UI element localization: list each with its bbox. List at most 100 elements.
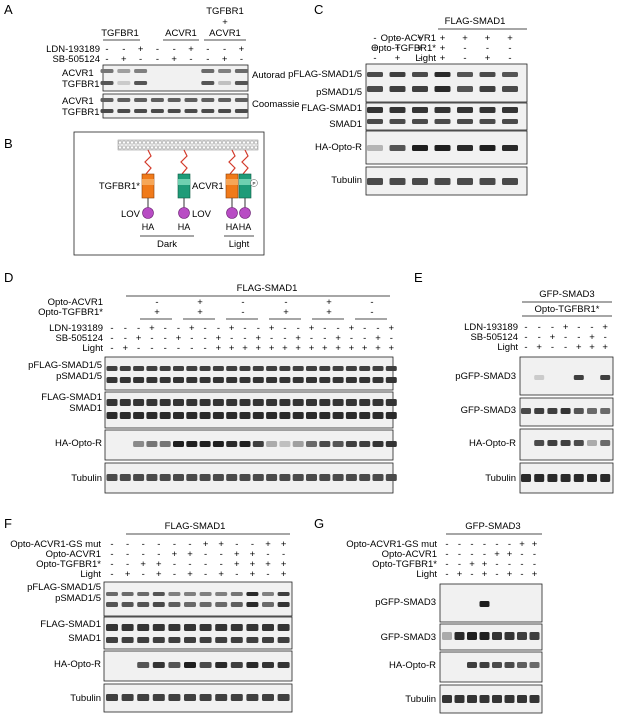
sign-mark: -	[150, 343, 153, 354]
blot-band	[134, 109, 148, 113]
sign-mark: +	[395, 43, 401, 54]
panelB-label-lov2: LOV	[192, 209, 212, 220]
sign-mark: -	[206, 54, 209, 65]
blot-band	[442, 695, 452, 703]
sign-mark: -	[458, 559, 461, 570]
membrane-bead	[194, 140, 198, 145]
sign-mark: +	[326, 307, 332, 318]
blot-band	[218, 69, 232, 73]
blot-band	[457, 107, 473, 113]
blot-band	[467, 662, 477, 668]
blot-band	[212, 412, 224, 419]
blot-band	[252, 412, 264, 419]
membrane-bead	[206, 140, 210, 145]
membrane-bead	[146, 145, 150, 150]
sign-mark: +	[156, 559, 162, 570]
sign-mark: -	[564, 342, 567, 353]
sign-mark: -	[508, 539, 511, 550]
membrane-bead	[218, 145, 222, 150]
blot-band	[479, 662, 490, 668]
sign-mark: +	[349, 323, 355, 334]
blot-band	[492, 662, 502, 668]
sign-mark: -	[458, 539, 461, 550]
blot-band	[547, 408, 558, 414]
blot-band	[262, 624, 274, 631]
blot-band	[306, 366, 317, 371]
blot-band	[547, 440, 558, 446]
blot-band	[212, 474, 224, 481]
blot-band	[389, 72, 406, 77]
panelA-autorad-blot	[102, 64, 249, 92]
sign-mark: -	[204, 343, 207, 354]
blot-band	[119, 377, 131, 383]
blot-band	[106, 637, 118, 643]
panelC-header: FLAG-SMAD1	[445, 16, 506, 27]
panelC-row-acvr1: Opto-ACVR1	[381, 33, 436, 44]
membrane-bead	[234, 145, 238, 150]
membrane-bead	[210, 140, 214, 145]
blot-band	[389, 107, 406, 113]
blot-band	[479, 178, 496, 185]
blot-band	[292, 412, 304, 419]
blot-band	[600, 408, 611, 414]
blot-band	[168, 624, 181, 631]
sign-mark: -	[164, 323, 167, 334]
blot-band	[319, 412, 331, 419]
blot-band	[168, 694, 181, 701]
sign-mark: -	[284, 297, 287, 308]
panelD-row-acvr1: Opto-ACVR1	[48, 297, 103, 308]
sign-mark: +	[256, 333, 262, 344]
blot-band	[372, 412, 384, 419]
membrane-bead	[166, 145, 170, 150]
blot-band	[246, 662, 259, 668]
blot-band	[184, 98, 198, 102]
sign-mark: -	[156, 44, 159, 55]
membrane-bead	[226, 145, 230, 150]
sign-mark: -	[177, 323, 180, 334]
sign-mark: -	[470, 569, 473, 580]
membrane-bead	[246, 140, 250, 145]
sign-mark: -	[230, 333, 233, 344]
blot-band	[137, 624, 150, 631]
blot-band	[292, 474, 304, 481]
blot-band	[226, 399, 238, 406]
blot-band	[457, 119, 473, 124]
blot-band	[100, 98, 114, 102]
blot-band	[100, 81, 114, 85]
membrane-bead	[170, 140, 174, 145]
blot-band	[504, 662, 515, 668]
blot-band	[332, 366, 344, 371]
sign-mark: -	[137, 323, 140, 334]
membrane-bead	[146, 140, 150, 145]
blot-band	[389, 119, 406, 124]
blot-band	[319, 399, 331, 406]
blot-band	[573, 440, 584, 446]
sign-mark: +	[295, 333, 301, 344]
sign-mark: +	[140, 559, 146, 570]
sign-mark: -	[283, 323, 286, 334]
blot-band	[412, 86, 428, 92]
sign-mark: +	[136, 333, 142, 344]
blot-band	[239, 399, 251, 406]
sign-mark: -	[445, 559, 448, 570]
blot-band	[133, 377, 145, 383]
sign-mark: -	[223, 44, 226, 55]
membrane-bead	[158, 145, 162, 150]
blot-band	[133, 474, 145, 481]
sign-mark: +	[265, 559, 271, 570]
sign-mark: +	[309, 343, 315, 354]
blot-band	[199, 602, 212, 607]
sign-mark: -	[243, 333, 246, 344]
blot-band	[146, 412, 158, 419]
blot-band	[133, 412, 145, 419]
blot-band	[106, 624, 118, 631]
blot-band	[262, 694, 274, 701]
blot-band	[186, 441, 198, 447]
sign-mark: -	[204, 569, 207, 580]
sign-mark: +	[309, 323, 315, 334]
blot-band	[173, 474, 184, 481]
sign-mark: +	[222, 54, 228, 65]
sign-mark: -	[445, 569, 448, 580]
blot-band	[146, 474, 158, 481]
sign-mark: +	[256, 343, 262, 354]
